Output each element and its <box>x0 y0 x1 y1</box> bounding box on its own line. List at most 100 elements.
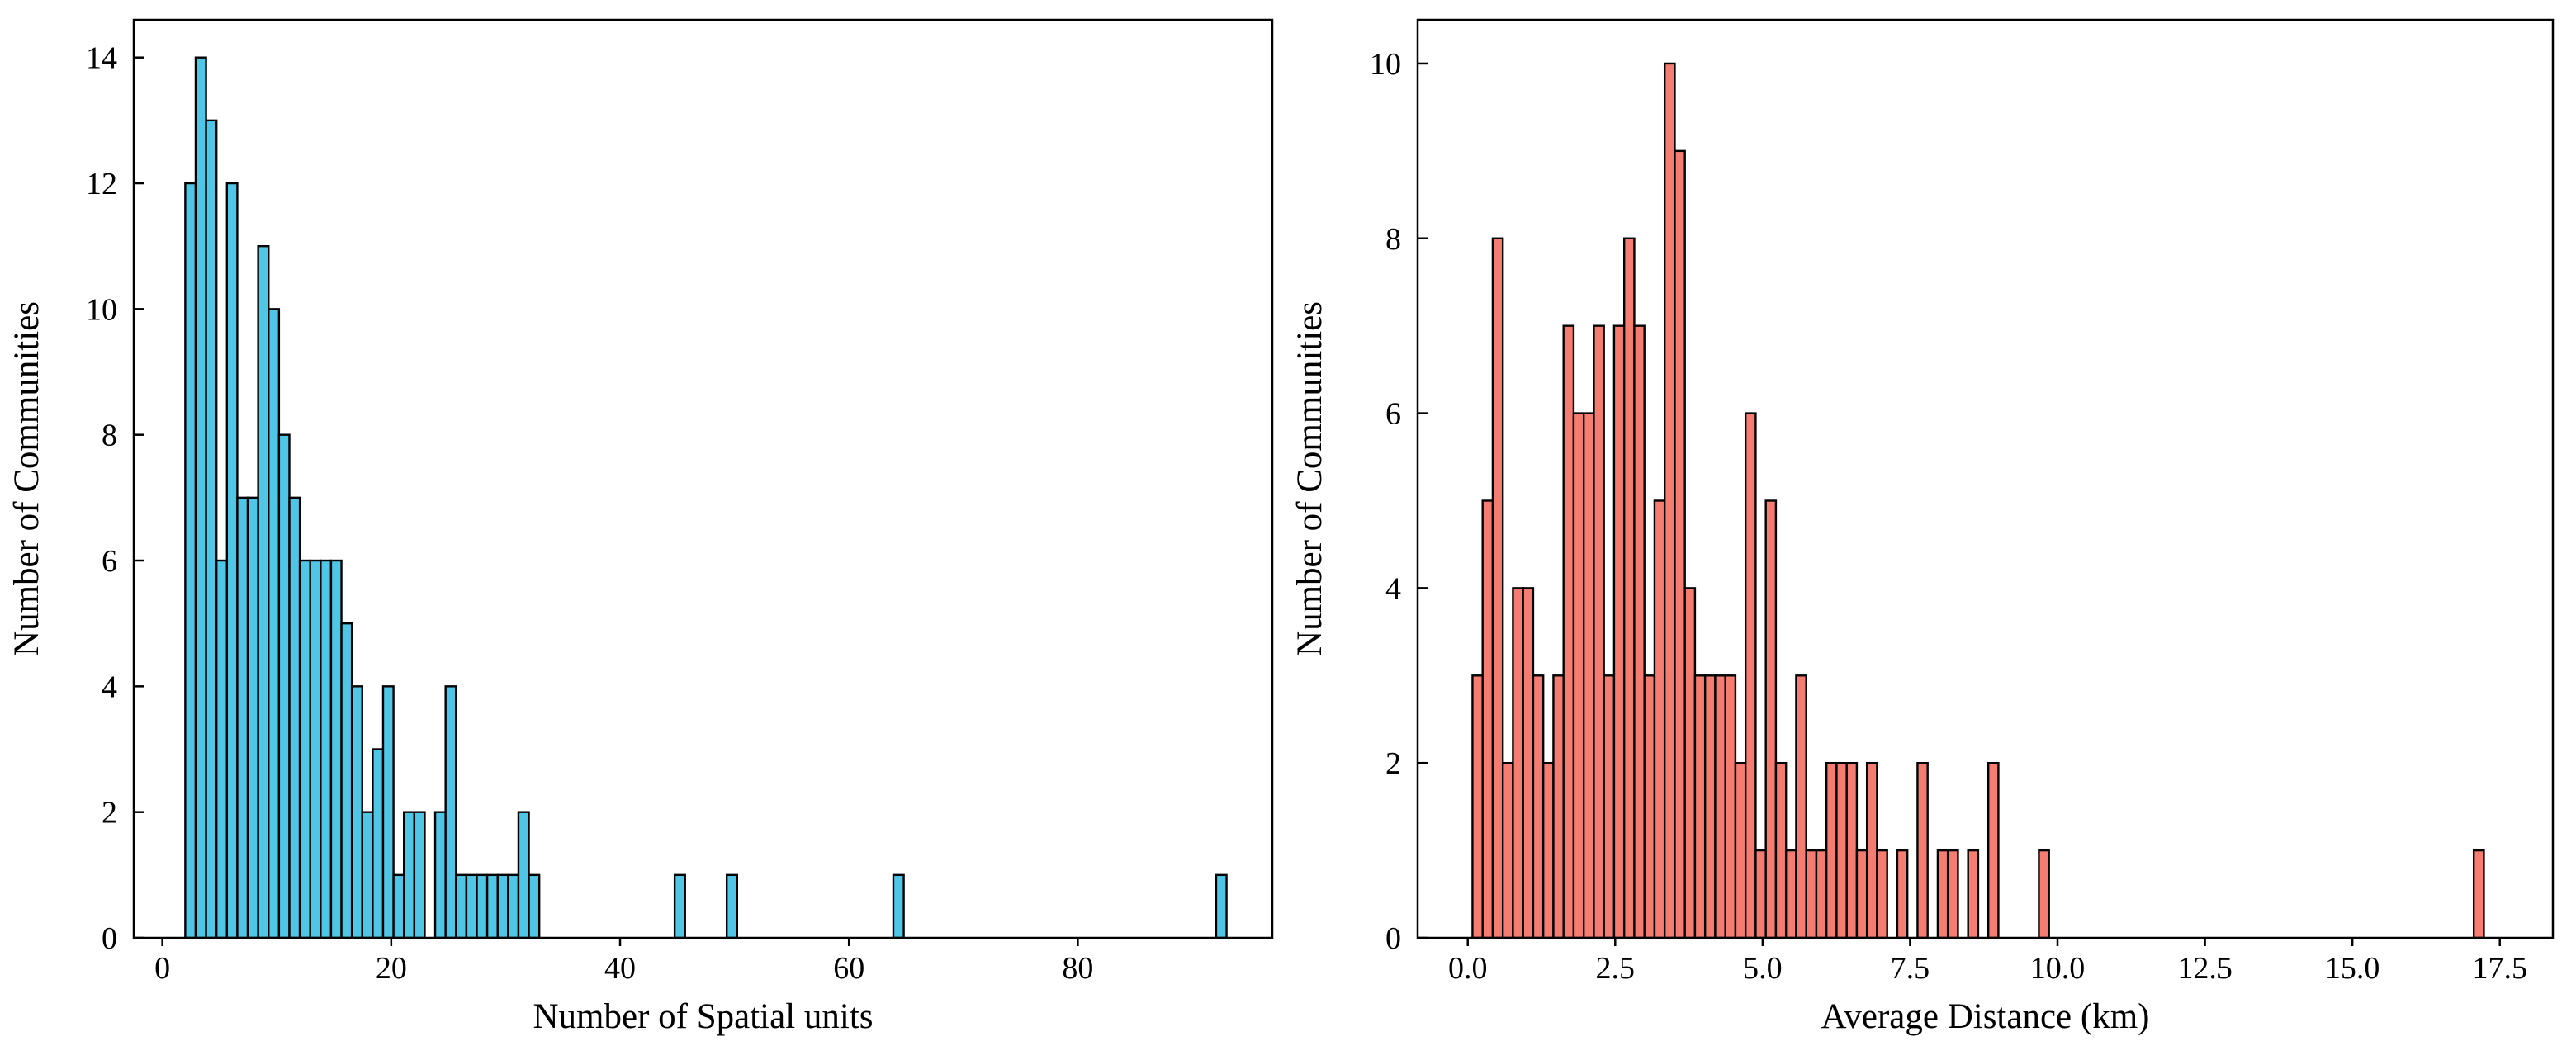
y-tick-label: 6 <box>102 544 117 579</box>
bar <box>298 559 311 939</box>
bar <box>1582 412 1595 939</box>
bar <box>1593 324 1605 939</box>
bar <box>361 811 374 939</box>
bar <box>1215 873 1228 939</box>
y-tick-label: 0 <box>102 921 117 956</box>
x-tick-label: 0 <box>154 951 170 986</box>
bar <box>225 182 239 939</box>
bar <box>329 559 343 939</box>
bar <box>1683 587 1697 939</box>
bar <box>1512 587 1524 939</box>
bar <box>1754 849 1767 939</box>
y-axis-label-right: Number of Communities <box>1290 301 1329 656</box>
y-tick-label: 14 <box>86 41 117 76</box>
bar <box>725 873 739 939</box>
bar <box>528 873 541 939</box>
bar <box>1724 674 1737 939</box>
bar <box>1714 674 1726 939</box>
bar <box>1633 324 1646 939</box>
bar <box>268 308 281 939</box>
bar <box>1784 849 1797 939</box>
bar <box>184 182 197 939</box>
bar <box>1774 761 1788 939</box>
bar <box>1653 499 1666 939</box>
bar <box>381 685 395 939</box>
x-tick-label: 40 <box>604 951 636 986</box>
bar <box>1936 849 1949 939</box>
y-ticks-left: 0 2 4 6 8 10 12 14 <box>86 41 144 956</box>
bar <box>277 433 291 939</box>
bar <box>1805 849 1818 939</box>
bar <box>1835 761 1848 939</box>
y-tick-label: 8 <box>102 419 117 453</box>
x-tick-label: 0.0 <box>1448 951 1488 986</box>
bar <box>1603 674 1616 939</box>
bar <box>1552 674 1565 939</box>
bar <box>309 559 322 939</box>
bar <box>496 873 509 939</box>
y-axis-label-left: Number of Communities <box>7 301 46 656</box>
x-axis-label-left: Number of Spatial units <box>533 997 873 1036</box>
bar <box>1693 674 1707 939</box>
bar <box>340 622 353 939</box>
x-tick-label: 20 <box>376 951 407 986</box>
y-tick-label: 10 <box>86 292 117 327</box>
plot-frame-left <box>132 18 1274 939</box>
y-tick-label: 10 <box>1370 47 1401 82</box>
y-tick-label: 12 <box>86 167 117 201</box>
bar <box>1876 849 1888 939</box>
x-tick-label: 12.5 <box>2177 951 2233 986</box>
x-tick-label: 2.5 <box>1596 951 1636 986</box>
y-tick-label: 8 <box>1385 222 1401 257</box>
bar <box>236 496 249 939</box>
y-tick-label: 4 <box>1385 571 1401 606</box>
y-tick-label: 6 <box>1385 397 1401 432</box>
bar <box>1845 761 1859 939</box>
x-ticks-left: 0 20 40 60 80 <box>154 938 1093 986</box>
bar <box>1532 674 1545 939</box>
bar <box>507 873 520 939</box>
bar <box>1795 674 1807 939</box>
bar <box>205 119 218 939</box>
bar <box>1865 761 1878 939</box>
x-ticks-right: 0.0 2.5 5.0 7.5 10.0 12.5 15.0 17.5 <box>1448 938 2527 986</box>
bar <box>1967 849 1980 939</box>
bar <box>1643 674 1656 939</box>
bar <box>1896 849 1909 939</box>
bar <box>1744 412 1757 939</box>
bar <box>1916 761 1929 939</box>
bar <box>403 811 416 939</box>
bar <box>194 56 207 939</box>
bar <box>1522 587 1535 939</box>
bar <box>433 811 447 939</box>
bar <box>1734 761 1747 939</box>
bar <box>1703 674 1717 939</box>
bar <box>1986 761 2000 939</box>
bar <box>1622 237 1636 939</box>
bar <box>1815 849 1828 939</box>
bar <box>1481 499 1494 939</box>
plot-frame-right <box>1416 18 2555 939</box>
x-tick-label: 60 <box>833 951 864 986</box>
bar <box>413 811 426 939</box>
bar <box>1572 412 1585 939</box>
x-tick-label: 15.0 <box>2325 951 2380 986</box>
bar <box>444 685 457 939</box>
bar <box>1562 324 1575 939</box>
x-tick-label: 80 <box>1062 951 1093 986</box>
histogram-average-distance: 0.0 2.5 5.0 7.5 10.0 12.5 15.0 17.5 0 2 4 6 8 10 Ave… <box>1290 18 2555 1036</box>
bar <box>1946 849 1959 939</box>
bar <box>2472 849 2485 939</box>
y-tick-label: 2 <box>102 796 117 830</box>
bar <box>465 873 478 939</box>
x-axis-label-right: Average Distance (km) <box>1821 997 2150 1036</box>
bar <box>257 244 270 939</box>
bar <box>455 873 468 939</box>
x-tick-label: 5.0 <box>1743 951 1783 986</box>
x-tick-label: 7.5 <box>1891 951 1930 986</box>
y-tick-label: 2 <box>1385 746 1401 781</box>
bars-average-distance <box>1471 62 2485 939</box>
bar <box>892 873 905 939</box>
bar <box>476 873 489 939</box>
